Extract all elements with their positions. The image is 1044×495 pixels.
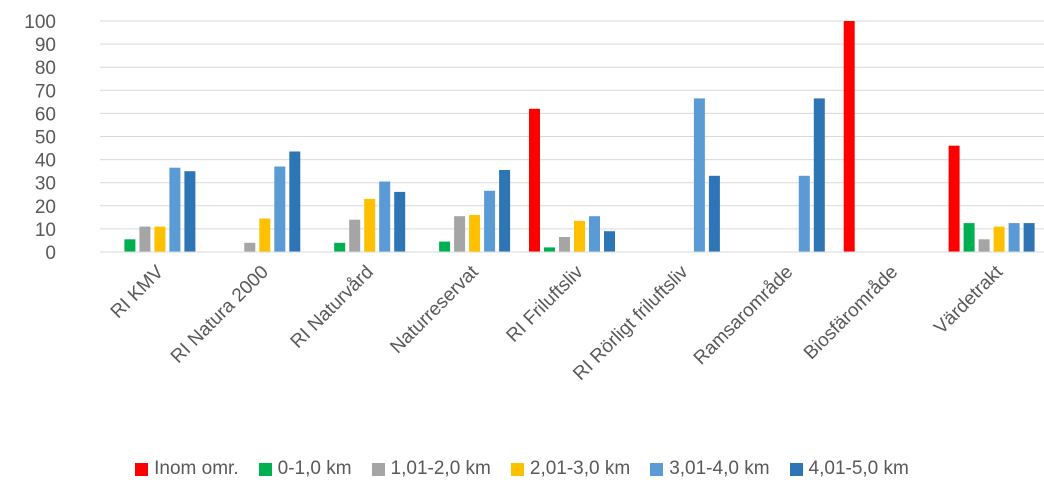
bar — [439, 241, 451, 252]
category-label: RI Friluftsliv — [503, 261, 588, 346]
y-tick-label: 90 — [35, 35, 56, 56]
bar — [484, 190, 496, 252]
legend-item: 3,01-4,0 km — [650, 458, 770, 480]
legend-label: 3,01-4,0 km — [669, 458, 770, 479]
bar — [813, 98, 825, 253]
bar — [394, 191, 406, 252]
legend-label: 4,01-5,0 km — [808, 458, 909, 479]
y-tick-label: 80 — [35, 58, 56, 79]
bar — [124, 239, 136, 252]
category-label: Värdetrakt — [930, 261, 1007, 338]
legend-swatch — [510, 462, 524, 476]
bar — [169, 167, 181, 252]
legend-item: 4,01-5,0 km — [789, 458, 909, 480]
bar — [154, 226, 166, 252]
category-label: RI Rörligt friluftsliv — [569, 261, 692, 384]
y-tick-label: 30 — [35, 174, 56, 195]
category-label: RI KMV — [107, 261, 168, 322]
bar — [993, 226, 1005, 252]
bar — [1023, 223, 1035, 252]
category-label: RI Natura 2000 — [167, 262, 273, 368]
category-label: Naturreservat — [386, 261, 483, 358]
bar — [274, 166, 286, 252]
bar — [364, 198, 376, 252]
bar — [574, 220, 585, 252]
legend-item: 1,01-2,0 km — [371, 458, 491, 480]
legend-swatch — [371, 462, 385, 476]
legend-label: Inom omr. — [154, 458, 239, 479]
bar — [184, 171, 196, 252]
bar — [289, 151, 301, 252]
category-label: Ramsarområde — [690, 262, 797, 369]
gridlines — [100, 20, 1044, 253]
bar — [1008, 223, 1020, 252]
y-tick-label: 10 — [35, 220, 56, 241]
legend-item: 2,01-3,0 km — [510, 458, 631, 480]
bar — [469, 215, 481, 252]
legend-swatch — [650, 462, 664, 476]
bar — [454, 216, 466, 252]
legend-label: 1,01-2,0 km — [390, 458, 491, 479]
bar — [259, 218, 271, 252]
legend-swatch — [789, 462, 803, 476]
y-tick-label: 0 — [45, 243, 56, 264]
y-tick-label: 50 — [35, 128, 56, 149]
bar — [139, 226, 151, 252]
bar — [798, 175, 810, 252]
y-tick-label: 40 — [35, 151, 56, 172]
bar — [589, 216, 600, 252]
bar — [843, 21, 855, 252]
legend-item: Inom omr. — [135, 458, 239, 480]
bar — [978, 239, 990, 252]
legend: Inom omr. 0-1,0 km 1,01-2,0 km 2,01-3,0 km 3… — [0, 458, 1044, 480]
bar — [948, 145, 960, 252]
legend-item: 0-1,0 km — [258, 458, 352, 480]
bar — [529, 108, 540, 252]
y-tick-label: 100 — [24, 12, 56, 33]
y-tick-label: 70 — [35, 81, 56, 102]
bar — [379, 181, 391, 252]
bars — [124, 21, 1035, 253]
bar — [334, 242, 346, 252]
bar — [499, 170, 511, 252]
bar — [544, 247, 555, 252]
category-label: Biosfärområde — [800, 262, 902, 364]
legend-swatch — [135, 462, 149, 476]
y-tick-label: 60 — [35, 104, 56, 125]
category-label: RI Naturvård — [287, 262, 378, 353]
bar — [708, 175, 720, 252]
bar — [559, 237, 570, 252]
bar — [963, 223, 975, 252]
legend-label: 0-1,0 km — [277, 458, 352, 479]
bar — [244, 242, 256, 252]
bar — [349, 219, 361, 252]
legend-swatch — [258, 462, 272, 476]
bar — [604, 231, 615, 252]
legend-label: 2,01-3,0 km — [529, 458, 631, 479]
bar — [693, 98, 705, 253]
y-tick-label: 20 — [35, 197, 56, 218]
